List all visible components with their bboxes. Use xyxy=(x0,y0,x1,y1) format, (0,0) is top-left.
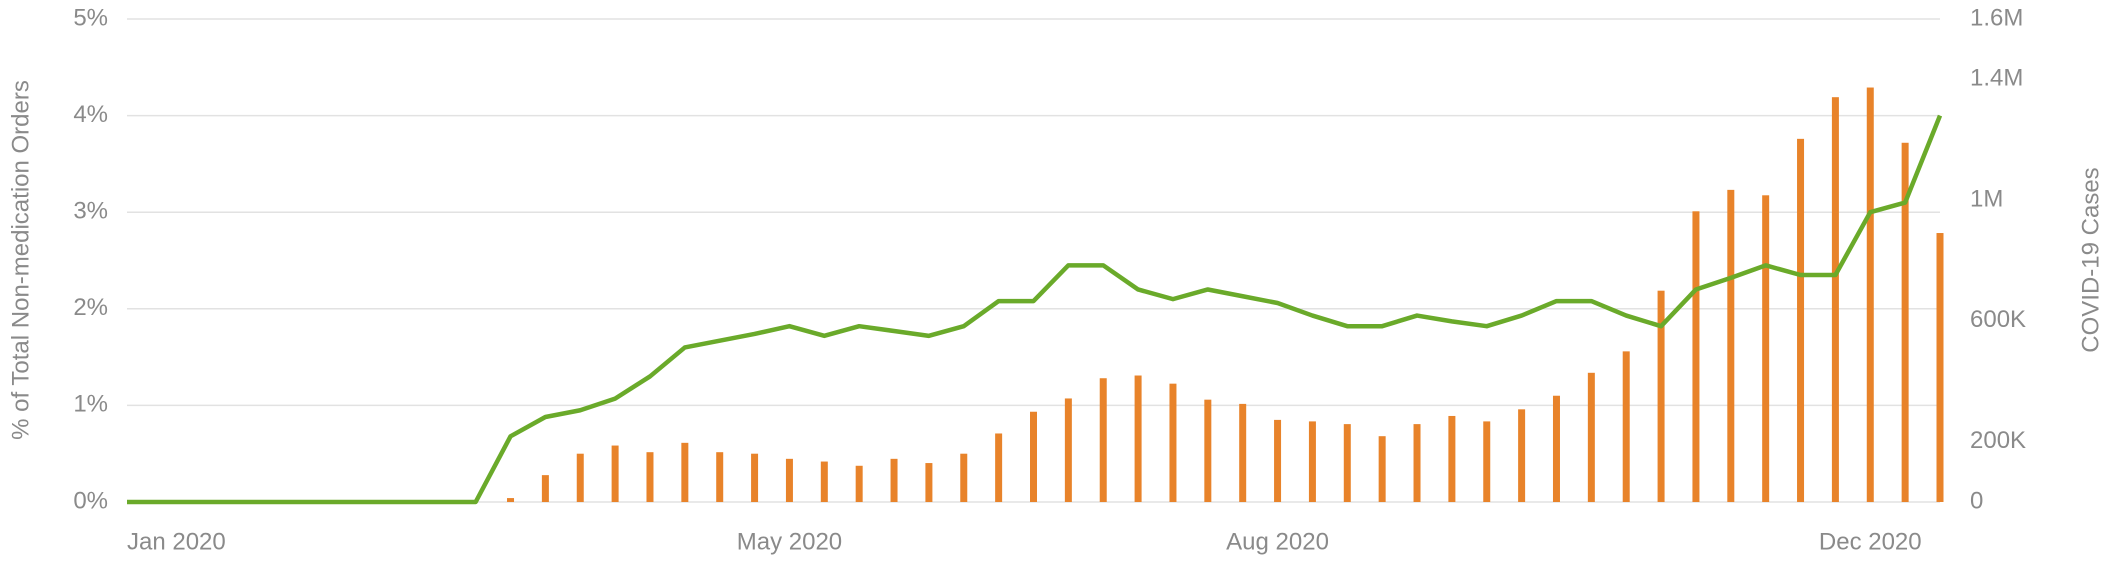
y-tick-label: 2% xyxy=(73,294,108,321)
bar xyxy=(646,452,654,502)
bar xyxy=(1797,138,1805,503)
bar xyxy=(1239,403,1247,502)
bar xyxy=(890,458,898,502)
y2-tick-label: 200K xyxy=(1970,427,2026,454)
bar xyxy=(1936,233,1944,503)
bar xyxy=(1901,142,1909,503)
bar xyxy=(960,453,968,502)
y2-tick-label: 1M xyxy=(1970,185,2003,212)
y-tick-label: 5% xyxy=(73,4,108,31)
bar xyxy=(995,433,1003,502)
bar xyxy=(1099,378,1107,502)
y-axis-title: % of Total Non-medication Orders xyxy=(7,80,34,440)
bar xyxy=(855,465,863,502)
bar xyxy=(1622,351,1630,502)
bar xyxy=(576,453,584,502)
bar xyxy=(1064,398,1072,502)
line xyxy=(127,114,1943,505)
bar xyxy=(1169,383,1177,502)
bar xyxy=(1762,195,1770,503)
bar xyxy=(681,442,689,502)
bar xyxy=(1413,424,1421,502)
bar xyxy=(611,445,619,502)
bar xyxy=(820,461,828,502)
bar xyxy=(716,452,724,502)
x-tick-label: Aug 2020 xyxy=(1226,528,1329,555)
bar xyxy=(1552,395,1560,502)
bar xyxy=(1134,375,1142,502)
y-tick-label: 1% xyxy=(73,391,108,418)
bar xyxy=(541,475,549,502)
y2-tick-label: 1.4M xyxy=(1970,65,2023,92)
bar xyxy=(1831,97,1839,503)
bar xyxy=(1204,399,1212,502)
x-tick-label: Dec 2020 xyxy=(1819,528,1922,555)
y2-tick-label: 1.6M xyxy=(1970,4,2023,31)
bar xyxy=(1030,411,1037,502)
bar xyxy=(1378,436,1386,502)
y2-axis-title: COVID-19 Cases xyxy=(2077,167,2104,352)
bar xyxy=(1308,421,1316,502)
bar xyxy=(1866,87,1874,502)
bar xyxy=(925,463,933,502)
y-tick-label: 4% xyxy=(73,101,108,128)
y2-tick-label: 600K xyxy=(1970,306,2026,333)
bar xyxy=(1518,409,1526,502)
y-tick-label: 3% xyxy=(73,198,108,225)
bar xyxy=(1274,419,1282,502)
bar xyxy=(1343,424,1351,502)
bar xyxy=(1692,211,1700,502)
y2-tick-label: 0 xyxy=(1970,487,1983,514)
bar xyxy=(1587,372,1595,502)
bar xyxy=(751,453,759,502)
x-tick-label: May 2020 xyxy=(737,528,842,555)
bar xyxy=(1483,421,1491,502)
bar xyxy=(1727,189,1735,502)
bar xyxy=(1448,415,1456,502)
bar xyxy=(1657,290,1665,502)
bar xyxy=(785,458,793,502)
bar xyxy=(507,498,515,502)
x-tick-label: Jan 2020 xyxy=(127,528,226,555)
y-tick-label: 0% xyxy=(73,487,108,514)
